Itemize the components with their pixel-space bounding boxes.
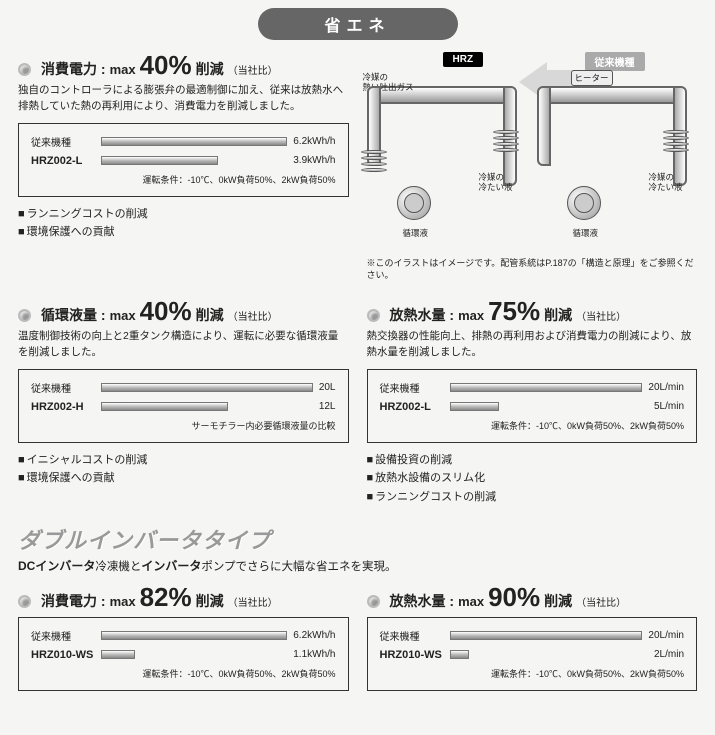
pump-icon: [397, 186, 431, 220]
bar-track: [101, 137, 287, 146]
headline-note: （当社比）: [228, 62, 278, 77]
bar-chart: 従来機種 6.2kWh/h HRZ010-WS 1.1kWh/h 運転条件：-1…: [18, 617, 349, 691]
headline-max: max: [110, 62, 136, 77]
bullet-icon: [367, 595, 380, 608]
label-cold: 冷媒の冷たい液: [479, 172, 513, 192]
bar-value: 6.2kWh/h: [293, 136, 335, 147]
diagram-hrz: 冷媒の熱い吐出ガス 冷媒の冷たい液 循環液: [367, 76, 517, 176]
label-circ: 循環液: [403, 228, 429, 238]
bar-chart: 従来機種 20L HRZ002-H 12L サーモチラー内必要循環液量の比較: [18, 369, 349, 443]
chart-note: 運転条件：-10℃、0kW負荷50%、2kW負荷50%: [31, 173, 336, 186]
bar-track: [101, 156, 287, 165]
bar-chart: 従来機種 6.2kWh/h HRZ002-L 3.9kWh/h 運転条件：-10…: [18, 123, 349, 197]
label-circ: 循環液: [573, 228, 599, 238]
bar-label: HRZ002-L: [31, 155, 95, 167]
label-cold: 冷媒の冷たい液: [649, 172, 683, 192]
section-heat2: 放熱水量 : max 90% 削減 （当社比） 従来機種 20L/min HRZ…: [367, 584, 698, 699]
headline-suffix: 削減: [196, 59, 224, 79]
bar-label: 従来機種: [31, 134, 95, 149]
page-title: 省エネ: [258, 8, 458, 40]
pump-icon: [567, 186, 601, 220]
section-circ: 循環液量 : max 40% 削減 （当社比） 温度制御技術の向上と2重タンク構…: [18, 298, 349, 507]
bar-value: 3.9kWh/h: [293, 155, 335, 166]
bullet-list: ランニングコストの削減 環境保護への貢献: [18, 205, 349, 242]
bullet-icon: [18, 63, 31, 76]
bar-chart: 従来機種 20L/min HRZ002-L 5L/min 運転条件：-10℃、0…: [367, 369, 698, 443]
illus-note: ※このイラストはイメージです。配管系統はP.187の「構造と原理」をご参照くださ…: [367, 257, 698, 282]
bullet-icon: [18, 309, 31, 322]
headline-label: 消費電力 :: [41, 59, 106, 79]
bullet-icon: [367, 309, 380, 322]
label-heater: ヒーター: [571, 70, 613, 86]
diagram-old: ヒーター 冷媒の冷たい液 循環液: [537, 76, 687, 176]
bar-chart: 従来機種 20L/min HRZ010-WS 2L/min 運転条件：-10℃、…: [367, 617, 698, 691]
sub-title: ダブルインバータタイプ: [18, 523, 697, 555]
tag-old: 従来機種: [585, 52, 645, 71]
tag-hrz: HRZ: [443, 52, 484, 67]
section-power: 消費電力 : max 40% 削減 （当社比） 独自のコントローラによる膨張弁の…: [18, 52, 349, 282]
section-desc: 独自のコントローラによる膨張弁の最適制御に加え、従来は放熱水へ排熱していた熱の再…: [18, 83, 349, 115]
sub-desc: DCインバータ冷凍機とインバータポンプでさらに大幅な省エネを実現。: [18, 557, 697, 574]
section-illustration: HRZ 従来機種 冷媒の熱い吐出ガス 冷媒の冷たい液 循環液 ヒーター: [367, 52, 698, 282]
section-power2: 消費電力 : max 82% 削減 （当社比） 従来機種 6.2kWh/h HR…: [18, 584, 349, 699]
headline-pct: 40%: [140, 52, 192, 78]
bullet-icon: [18, 595, 31, 608]
section-heat: 放熱水量 : max 75% 削減 （当社比） 熱交換器の性能向上、排熱の再利用…: [367, 298, 698, 507]
